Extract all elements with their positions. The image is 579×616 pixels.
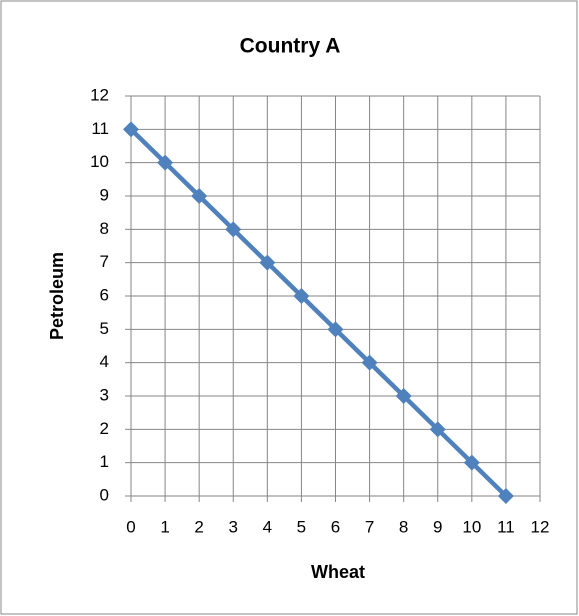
data-line	[129, 127, 508, 498]
y-tick-label: 11	[91, 119, 109, 138]
y-tick-label: 8	[100, 219, 109, 238]
x-tick-label: 7	[365, 517, 374, 536]
data-point	[395, 388, 412, 404]
x-axis-label: Wheat	[311, 562, 365, 582]
y-tick-label: 6	[100, 285, 109, 304]
y-tick-label: 3	[100, 385, 109, 404]
data-point	[225, 221, 242, 238]
x-tick-label: 5	[297, 517, 306, 536]
chart-title: Country A	[240, 35, 341, 58]
y-tick-label: 2	[100, 419, 109, 438]
data-point	[191, 188, 208, 204]
y-tick-label: 9	[100, 185, 109, 204]
data-point	[157, 154, 174, 171]
data-point	[123, 121, 139, 138]
data-point	[327, 321, 344, 338]
x-tick-label: 4	[263, 517, 272, 536]
x-tick-label: 2	[194, 517, 203, 536]
y-tick-label: 10	[90, 152, 109, 171]
y-tick-label: 5	[100, 319, 109, 338]
y-axis-label: Petroleum	[47, 252, 67, 340]
y-tick-label: 7	[100, 252, 109, 271]
data-point	[259, 254, 276, 271]
y-tick-label: 4	[100, 352, 109, 371]
y-tick-label: 12	[90, 85, 109, 104]
x-tick-label: 6	[331, 517, 340, 536]
data-point	[429, 421, 446, 438]
y-tick-label: 0	[100, 485, 109, 504]
x-tick-label: 10	[462, 517, 481, 536]
data-point	[293, 288, 310, 304]
data-point	[497, 488, 514, 504]
x-tick-label: 1	[160, 517, 169, 536]
data-point	[463, 454, 480, 471]
x-tick-label: 8	[399, 517, 408, 536]
x-tick-label: 3	[229, 517, 238, 536]
x-tick-label: 9	[433, 517, 442, 536]
y-tick-label: 1	[100, 452, 109, 471]
x-tick-label: 12	[531, 517, 550, 536]
x-tick-label: 0	[126, 517, 135, 536]
x-tick-label: 11	[497, 517, 515, 536]
data-point	[361, 354, 378, 371]
